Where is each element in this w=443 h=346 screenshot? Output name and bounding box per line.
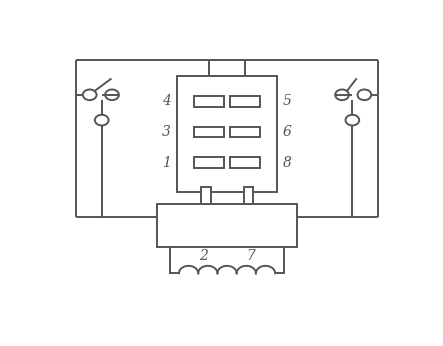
Bar	[177, 76, 277, 192]
Text: 4: 4	[162, 94, 171, 108]
Text: 3: 3	[162, 125, 171, 139]
Text: 8: 8	[283, 156, 292, 170]
Bar	[157, 204, 297, 247]
Bar	[244, 187, 253, 204]
Text: 5: 5	[283, 94, 292, 108]
Bar	[194, 96, 224, 107]
Bar	[230, 96, 260, 107]
Text: 7: 7	[247, 249, 256, 263]
Bar	[230, 127, 260, 137]
Bar	[194, 157, 224, 168]
Bar	[201, 187, 210, 204]
Text: 6: 6	[283, 125, 292, 139]
Bar	[194, 127, 224, 137]
Bar	[230, 157, 260, 168]
Text: 1: 1	[162, 156, 171, 170]
Text: 2: 2	[198, 249, 207, 263]
